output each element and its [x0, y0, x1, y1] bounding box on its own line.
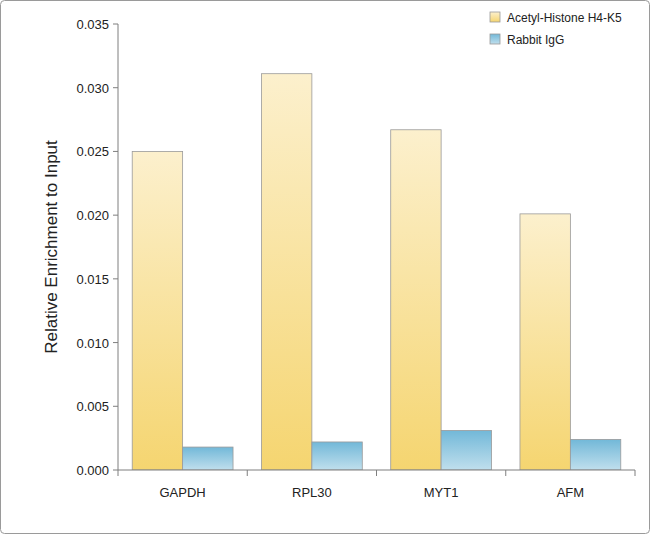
legend-label: Acetyl-Histone H4-K5: [507, 11, 622, 25]
bar: [132, 151, 182, 470]
bar: [441, 430, 491, 470]
x-tick-label: RPL30: [292, 485, 332, 500]
y-tick-label: 0.015: [76, 272, 109, 287]
x-tick-label: GAPDH: [160, 485, 206, 500]
bars: [132, 74, 621, 470]
y-tick-label: 0.010: [76, 336, 109, 351]
bar: [520, 214, 570, 470]
y-tick-label: 0.035: [76, 17, 109, 32]
legend-swatch: [490, 12, 500, 22]
x-tick: [247, 470, 248, 476]
x-tick: [635, 470, 636, 476]
bar: [183, 447, 233, 470]
y-tick-label: 0.000: [76, 463, 109, 478]
bar: [570, 439, 620, 470]
x-tick: [376, 470, 377, 476]
outer-frame: [1, 1, 650, 534]
y-tick: [113, 215, 118, 216]
y-tick: [113, 342, 118, 343]
y-tick: [113, 406, 118, 407]
y-tick: [113, 470, 118, 471]
y-tick-label: 0.005: [76, 399, 109, 414]
bar: [391, 130, 441, 470]
y-tick-label: 0.030: [76, 81, 109, 96]
legend-label: Rabbit IgG: [507, 33, 564, 47]
legend-swatch: [490, 34, 500, 44]
chart-container: 0.000 0.005 0.010 0.015 0.020 0.025 0.030 0.035…: [0, 0, 650, 534]
chart-svg: 0.000 0.005 0.010 0.015 0.020 0.025 0.030 0.035…: [0, 0, 650, 534]
y-tick: [113, 87, 118, 88]
y-tick: [113, 151, 118, 152]
y-tick: [113, 278, 118, 279]
x-tick-label: AFM: [557, 485, 584, 500]
bar: [261, 74, 311, 470]
x-tick-label: MYT1: [424, 485, 459, 500]
y-axis-label: Relative Enrichment to Input: [42, 140, 61, 354]
y-axis-line: [118, 24, 119, 470]
x-tick: [118, 470, 119, 476]
y-tick-label: 0.025: [76, 144, 109, 159]
y-tick-label: 0.020: [76, 208, 109, 223]
x-tick: [505, 470, 506, 476]
bar: [312, 442, 362, 470]
y-tick: [113, 24, 118, 25]
legend: Acetyl-Histone H4-K5 Rabbit IgG: [490, 11, 622, 47]
